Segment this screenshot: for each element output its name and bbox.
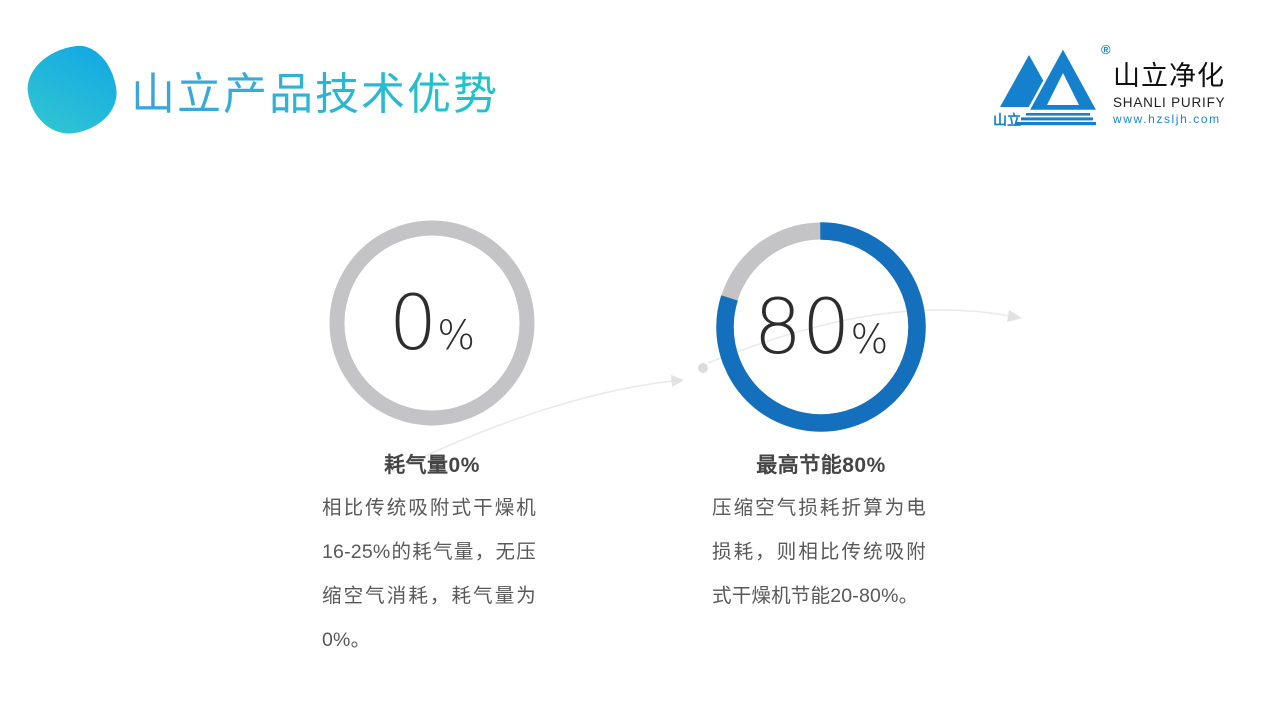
stat-description-left: 相比传统吸附式干燥机16-25%的耗气量，无压缩空气消耗，耗气量为0%。 [322, 497, 536, 651]
percent-sign: % [850, 317, 889, 363]
company-logo: 山立 ® 山立净化 SHANLI PURIFY www.hzsljh.com [992, 42, 1226, 126]
logo-name-en: SHANLI PURIFY [1113, 95, 1226, 110]
page-title: 山立产品技术优势 [131, 58, 499, 122]
logo-name-cn: 山立净化 [1113, 61, 1225, 91]
mountain-logo-icon: 山立 [993, 46, 1101, 126]
percent-number: 0 [388, 278, 438, 367]
donut-value-label: 0% [328, 219, 536, 427]
registered-mark: ® [1101, 42, 1111, 57]
percent-number: 80 [753, 282, 851, 371]
percent-sign: % [437, 313, 476, 359]
logo-website: www.hzsljh.com [1113, 112, 1221, 126]
stat-heading-right: 最高节能80% [756, 454, 886, 477]
donut-value-label: 80% [715, 221, 927, 433]
donut-chart-energy-saving: 80% [715, 221, 927, 433]
stat-heading-left: 耗气量0% [384, 454, 480, 477]
donut-chart-air-consumption: 0% [328, 219, 536, 427]
logo-icon-label: 山立 [993, 112, 1021, 126]
stat-description-right: 压缩空气损耗折算为电损耗，则相比传统吸附式干燥机节能20-80%。 [712, 497, 926, 607]
decorative-blob [22, 41, 122, 139]
